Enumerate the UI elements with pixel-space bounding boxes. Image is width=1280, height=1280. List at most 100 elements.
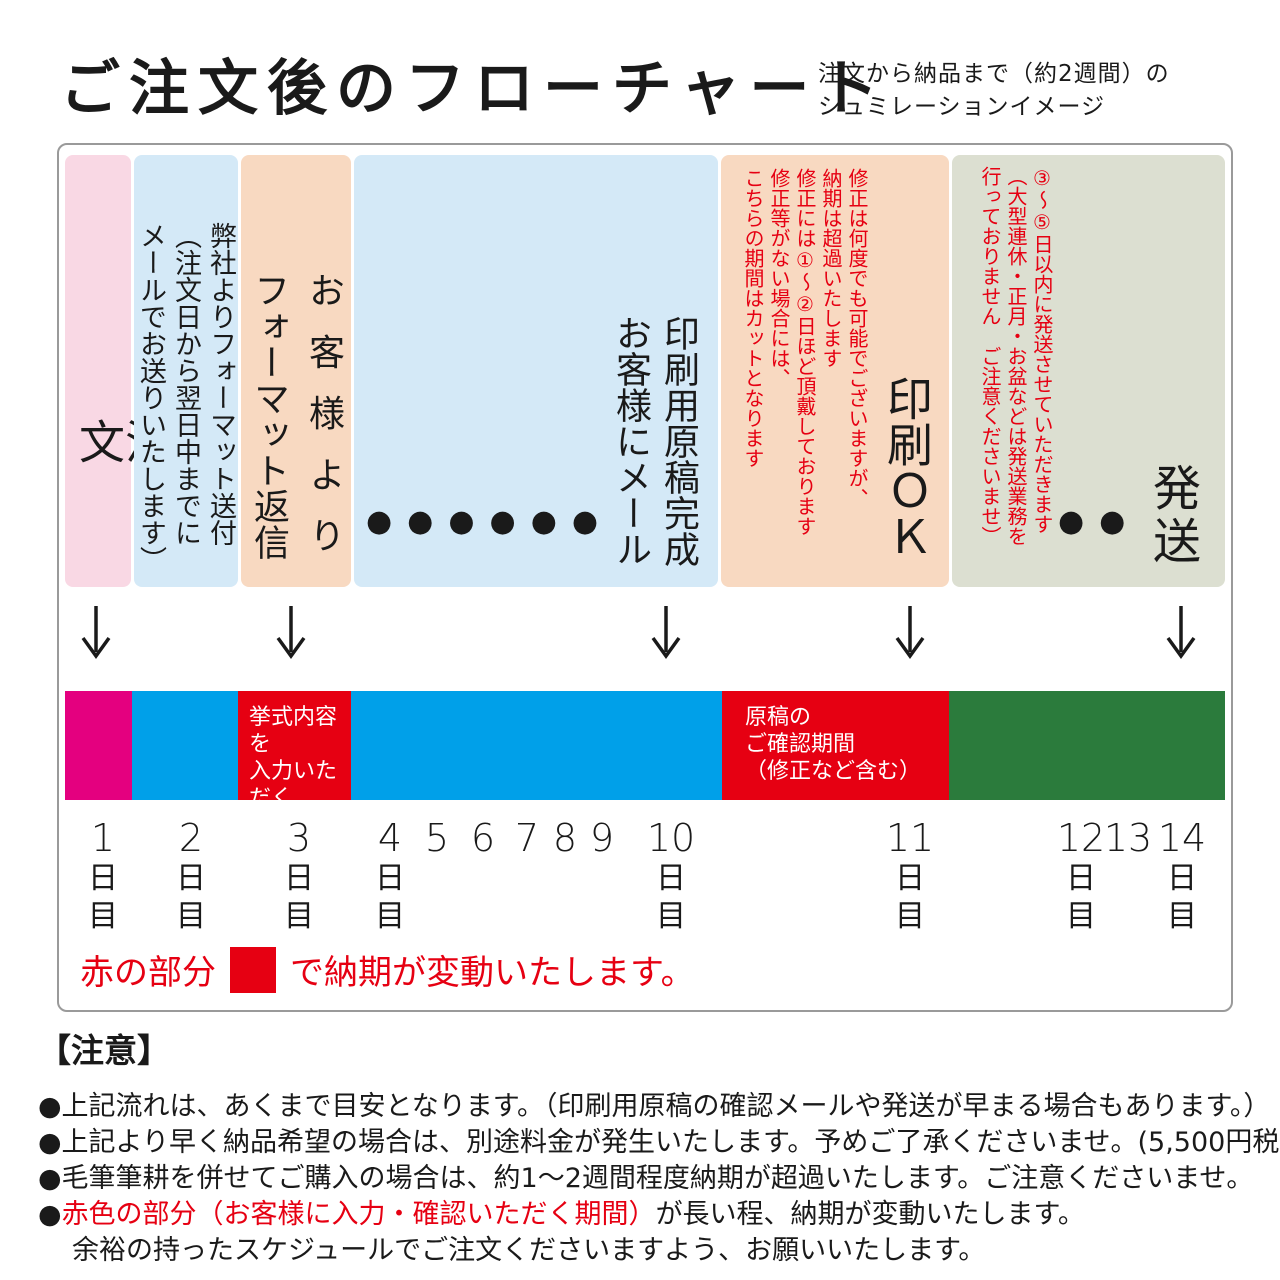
timeline-segment-production <box>351 691 722 800</box>
step-proof-complete-line-2: お客様にメール <box>610 315 651 567</box>
customer-input-label: 挙式内容を 入力いただく 期間 <box>238 691 351 839</box>
day-number: 12 <box>1056 816 1106 860</box>
subtitle-line-1: 注文から納品まで（約2週間）の <box>818 61 1170 87</box>
timeline-segment-order <box>65 691 132 800</box>
customer-input-label-line-3: 期間 <box>249 813 294 838</box>
print-ok-note-line-2: 納期は超過いたします <box>819 168 843 368</box>
day-number: 8 <box>552 816 578 860</box>
step-proof-complete-line-1: 印刷用原稿完成 <box>658 315 699 567</box>
step-shipping-label: 発送 <box>1144 463 1200 569</box>
down-arrow-icon <box>276 606 306 659</box>
day-4: 4 日目 <box>374 818 406 936</box>
caution-item-4-red-text: 赤色の部分（お客様に入力・確認いただく期間） <box>61 1199 656 1230</box>
step-column-format-send: 弊社よりフォーマット送付 （注文日から翌日中までに メールでお送りいたします） <box>134 155 238 587</box>
timeline-segment-customer-input: 挙式内容を 入力いただく 期間 <box>238 691 351 838</box>
day-5: 5 <box>421 818 453 860</box>
legend-suffix: で納期が変動いたします。 <box>290 953 695 993</box>
caution-item-1: ●上記流れは、あくまで目安となります。（印刷用原稿の確認メールや発送が早まる場合… <box>38 1091 1271 1122</box>
caution-item-5: 余裕の持ったスケジュールでご注文くださいますよう、お願いいたします。 <box>72 1235 986 1266</box>
caution-heading: 【注意】 <box>38 1031 170 1070</box>
customer-input-label-line-1: 挙式内容を <box>249 705 338 757</box>
legend-prefix: 赤の部分 <box>80 953 216 993</box>
caution-item-2: ●上記より早く納品希望の場合は、別途料金が発生いたします。予めご了承くださいませ… <box>38 1127 1280 1158</box>
proof-check-label-line-1: 原稿の <box>745 705 812 730</box>
step-column-format-return: お客様より フォーマット返信 <box>241 155 351 587</box>
day-suffix: 日目 <box>88 861 118 934</box>
step-proof-complete-text: 印刷用原稿完成 お客様にメール <box>602 315 702 567</box>
proof-check-label-line-2: ご確認期間 <box>745 732 856 757</box>
subtitle: 注文から納品まで（約2週間）の シュミレーションイメージ <box>818 58 1170 124</box>
timeline-segment-proof-check: 原稿の ご確認期間 （修正など含む） <box>722 691 949 800</box>
down-arrow-icon <box>81 606 111 659</box>
caution-item-3: ●毛筆筆耕を併せてご購入の場合は、約1～2週間程度納期が超過いたします。ご注意く… <box>38 1163 1254 1194</box>
proof-check-label: 原稿の ご確認期間 （修正など含む） <box>722 691 949 785</box>
day-number: 3 <box>286 816 312 860</box>
day-number: 13 <box>1103 816 1153 860</box>
day-suffix: 日目 <box>655 861 686 934</box>
caution-item-4-bullet: ● <box>38 1199 62 1230</box>
timeline-segment-shipping <box>949 691 1225 800</box>
print-ok-note-line-1: 修正は何度でも可能でございますが、 <box>845 168 869 508</box>
step-format-return-line-1: お客様より <box>303 272 344 578</box>
step-column-order: 注文 <box>65 155 172 587</box>
step-format-send-line-1: 弊社よりフォーマット送付 <box>205 222 236 546</box>
shipping-note-line-1: ③～⑤日以内に発送させていただきます <box>1030 166 1054 534</box>
day-suffix: 日目 <box>894 861 925 934</box>
subtitle-line-2: シュミレーションイメージ <box>818 94 1106 120</box>
progress-dots: ●● <box>1058 504 1141 539</box>
day-number: 7 <box>514 816 540 860</box>
down-arrow-icon <box>1166 606 1196 659</box>
day-suffix: 日目 <box>176 861 206 934</box>
day-6: 6 <box>467 818 499 860</box>
day-2: 2 日目 <box>175 818 207 936</box>
day-number: 5 <box>424 816 450 860</box>
day-12: 12 日目 <box>1057 818 1105 936</box>
caution-item-4: ●赤色の部分（お客様に入力・確認いただく期間）が長い程、納期が変動いたします。 <box>38 1197 1258 1233</box>
day-10: 10 日目 <box>647 818 695 936</box>
step-format-return-text: お客様より フォーマット返信 <box>241 272 351 578</box>
day-8: 8 <box>549 818 581 860</box>
day-number: 14 <box>1157 816 1207 860</box>
step-column-shipping: ③～⑤日以内に発送させていただきます （大型連休・正月・お盆などは発送業務を 行… <box>952 155 1225 587</box>
day-9: 9 <box>586 818 618 860</box>
timeline-bar: 挙式内容を 入力いただく 期間 原稿の ご確認期間 （修正など含む） <box>65 691 1225 838</box>
down-arrow-icon <box>651 606 681 659</box>
step-format-send-text: 弊社よりフォーマット送付 （注文日から翌日中までに メールでお送りいたします） <box>134 222 238 573</box>
down-arrow-icon <box>895 606 925 659</box>
day-11: 11 日目 <box>886 818 934 936</box>
print-ok-note-line-5: こちらの期間はカットとなります <box>741 168 765 468</box>
step-print-ok-label: 印刷ＯＫ <box>880 375 934 559</box>
shipping-note-line-3: 行っておりません ご注意くださいませ） <box>978 166 1002 546</box>
shipping-note-line-2: （大型連休・正月・お盆などは発送業務を <box>1004 166 1028 546</box>
step-format-return-line-2: フォーマット返信 <box>248 272 289 560</box>
day-number: 9 <box>589 816 615 860</box>
step-format-send-line-3: メールでお送りいたします） <box>135 222 166 573</box>
step-column-print-ok: 修正は何度でも可能でございますが、 納期は超過いたします 修正には①～②日ほど頂… <box>721 155 949 587</box>
day-13: 13 <box>1104 818 1152 860</box>
day-suffix: 日目 <box>375 861 405 934</box>
day-7: 7 <box>511 818 543 860</box>
timeline-segment-format-send <box>132 691 238 800</box>
day-number: 6 <box>470 816 496 860</box>
page-title: ご注文後のフローチャート <box>60 54 888 124</box>
day-suffix: 日目 <box>1166 861 1197 934</box>
day-suffix: 日目 <box>284 861 314 934</box>
step-print-ok-note: 修正は何度でも可能でございますが、 納期は超過いたします 修正には①～②日ほど頂… <box>740 168 870 536</box>
step-shipping-note: ③～⑤日以内に発送させていただきます （大型連休・正月・お盆などは発送業務を 行… <box>977 166 1055 546</box>
caution-item-4-rest: が長い程、納期が変動いたします。 <box>655 1199 1085 1230</box>
proof-check-label-line-3: （修正など含む） <box>745 759 922 784</box>
customer-input-label-line-2: 入力いただく <box>249 759 338 811</box>
print-ok-note-line-3: 修正には①～②日ほど頂戴しております <box>793 168 817 536</box>
day-number: 10 <box>646 816 696 860</box>
day-suffix: 日目 <box>1065 861 1096 934</box>
print-ok-note-line-4: 修正等がない場合には、 <box>767 168 791 388</box>
day-number: 1 <box>90 816 116 860</box>
red-square-icon <box>230 946 276 993</box>
red-legend-note: 赤の部分 で納期が変動いたします。 <box>80 945 695 994</box>
day-3: 3 日目 <box>283 818 315 936</box>
caution-section: 【注意】 ●上記流れは、あくまで目安となります。（印刷用原稿の確認メールや発送が… <box>38 1024 1280 1269</box>
step-format-send-line-2: （注文日から翌日中までに <box>170 222 201 546</box>
day-14: 14 日目 <box>1158 818 1206 936</box>
day-1: 1 日目 <box>87 818 119 936</box>
day-number: 2 <box>178 816 204 860</box>
